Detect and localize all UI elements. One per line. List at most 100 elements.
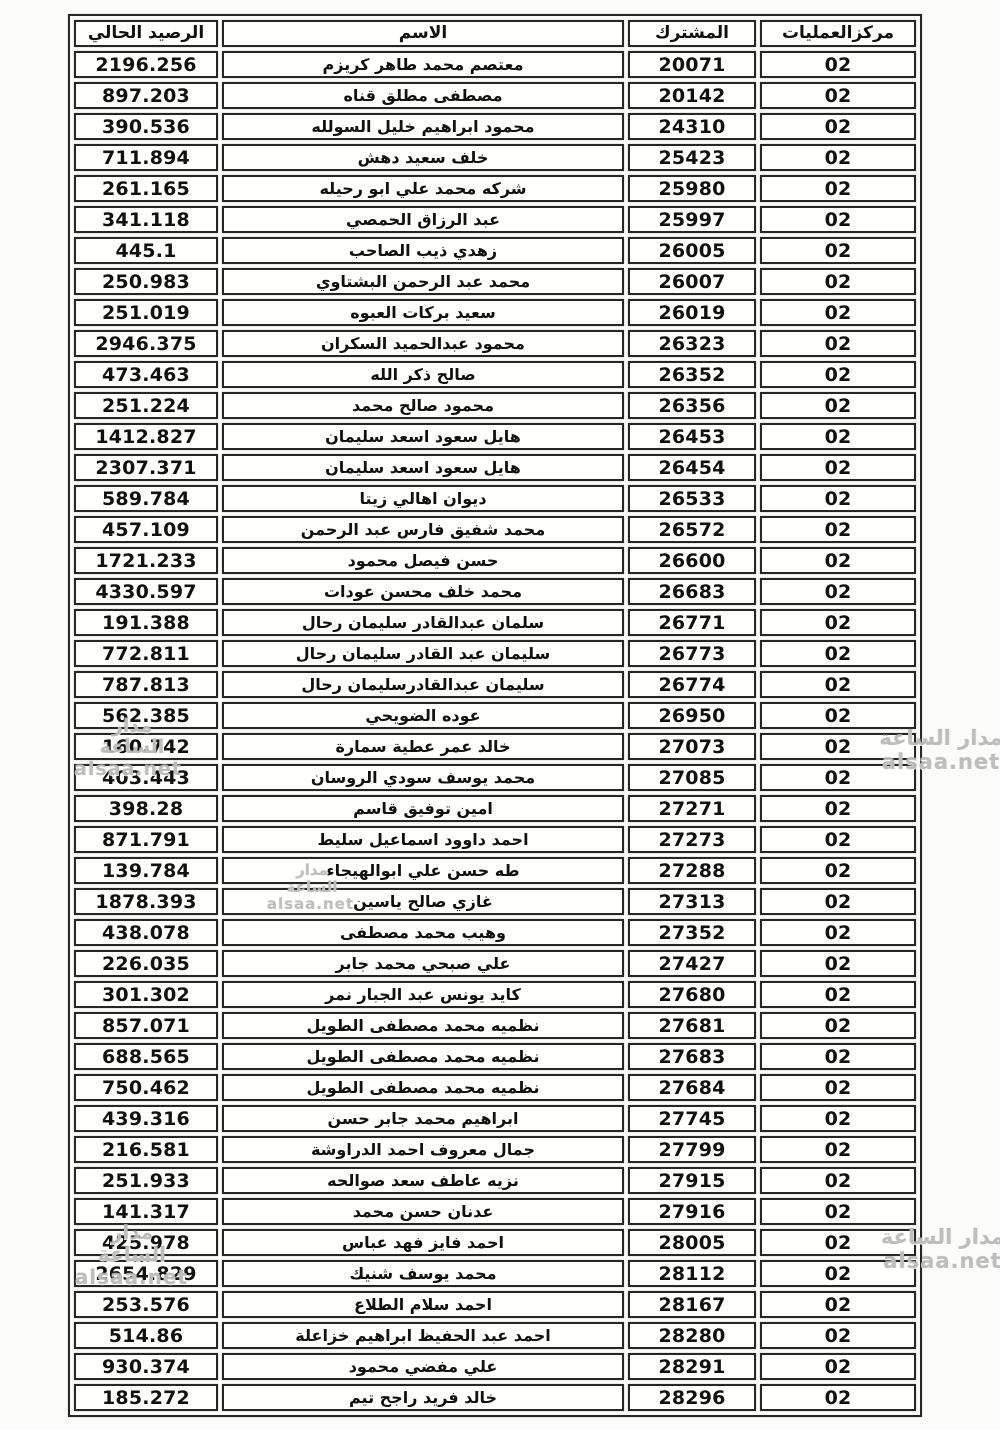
header-subscriber: المشترك [628,20,756,47]
name-cell: ابراهيم محمد جابر حسن [222,1105,624,1132]
balance-cell: 897.203 [74,82,218,109]
table-row: 02 27273 احمد داوود اسماعيل سليط 871.791 [74,826,916,853]
table-row: 02 26600 حسن فيصل محمود 1721.233 [74,547,916,574]
name-cell: سلمان عبدالقادر سليمان رحال [222,609,624,636]
header-name: الاسم [222,20,624,47]
ops-center-cell: 02 [760,609,916,636]
name-cell: صالح ذكر الله [222,361,624,388]
table-row: 02 26356 محمود صالح محمد 251.224 [74,392,916,419]
ops-center-cell: 02 [760,330,916,357]
ops-center-cell: 02 [760,82,916,109]
subscriber-cell: 26007 [628,268,756,295]
name-cell: احمد فايز فهد عباس [222,1229,624,1256]
table-row: 02 27684 نظميه محمد مصطفى الطويل 750.462 [74,1074,916,1101]
name-cell: علي صبحي محمد جابر [222,950,624,977]
balance-cell: 445.1 [74,237,218,264]
header-ops-center: مركزالعمليات [760,20,916,47]
table-row: 02 27427 علي صبحي محمد جابر 226.035 [74,950,916,977]
subscriber-cell: 24310 [628,113,756,140]
table-row: 02 27085 محمد يوسف سودي الروسان 403.443 [74,764,916,791]
balance-cell: 857.071 [74,1012,218,1039]
ops-center-cell: 02 [760,640,916,667]
balance-cell: 711.894 [74,144,218,171]
balance-cell: 930.374 [74,1353,218,1380]
table-row: 02 27916 عدنان حسن محمد 141.317 [74,1198,916,1225]
balance-cell: 301.302 [74,981,218,1008]
ops-center-cell: 02 [760,1198,916,1225]
name-cell: احمد عبد الحفيظ ابراهيم خزاعلة [222,1322,624,1349]
balance-cell: 425.978 [74,1229,218,1256]
name-cell: محمد خلف محسن عودات [222,578,624,605]
balance-cell: 341.118 [74,206,218,233]
balance-cell: 750.462 [74,1074,218,1101]
subscriber-cell: 26683 [628,578,756,605]
balance-cell: 2654.829 [74,1260,218,1287]
balance-cell: 398.28 [74,795,218,822]
subscriber-cell: 27916 [628,1198,756,1225]
subscriber-cell: 27684 [628,1074,756,1101]
subscriber-cell: 27683 [628,1043,756,1070]
name-cell: محمد شفيق فارس عبد الرحمن [222,516,624,543]
name-cell: هايل سعود اسعد سليمان [222,423,624,450]
subscriber-cell: 27313 [628,888,756,915]
subscriber-cell: 25997 [628,206,756,233]
name-cell: مصطفى مطلق قناه [222,82,624,109]
subscriber-cell: 26533 [628,485,756,512]
table-row: 02 26771 سلمان عبدالقادر سليمان رحال 191.38… [74,609,916,636]
table-row: 02 26773 سليمان عبد القادر سليمان رحال 772.… [74,640,916,667]
balance-cell: 141.317 [74,1198,218,1225]
name-cell: محمود صالح محمد [222,392,624,419]
subscriber-cell: 26005 [628,237,756,264]
name-cell: حسن فيصل محمود [222,547,624,574]
name-cell: احمد داوود اسماعيل سليط [222,826,624,853]
name-cell: سليمان عبدالقادرسليمان رحال [222,671,624,698]
balance-cell: 772.811 [74,640,218,667]
subscriber-cell: 26356 [628,392,756,419]
ops-center-cell: 02 [760,51,916,78]
name-cell: محمد يوسف شنيك [222,1260,624,1287]
subscriber-cell: 28280 [628,1322,756,1349]
ops-center-cell: 02 [760,950,916,977]
ops-center-cell: 02 [760,1260,916,1287]
ops-center-cell: 02 [760,1291,916,1318]
name-cell: طه حسن علي ابوالهيجاء [222,857,624,884]
name-cell: عبد الرزاق الحمصي [222,206,624,233]
name-cell: خالد فريد راجح تيم [222,1384,624,1411]
name-cell: نزيه عاطف سعد صوالحه [222,1167,624,1194]
subscriber-cell: 25980 [628,175,756,202]
balance-cell: 787.813 [74,671,218,698]
subscriber-cell: 27799 [628,1136,756,1163]
subscriber-cell: 27680 [628,981,756,1008]
table-row: 02 25980 شركه محمد علي ابو رحيله 261.165 [74,175,916,202]
ops-center-cell: 02 [760,671,916,698]
table-row: 02 27680 كايد يونس عبد الجبار نمر 301.302 [74,981,916,1008]
name-cell: محمود عبدالحميد السكران [222,330,624,357]
ops-center-cell: 02 [760,516,916,543]
table-row: 02 27799 جمال معروف احمد الدراوشة 216.581 [74,1136,916,1163]
ops-center-cell: 02 [760,857,916,884]
balance-cell: 439.316 [74,1105,218,1132]
table-row: 02 26352 صالح ذكر الله 473.463 [74,361,916,388]
ops-center-cell: 02 [760,578,916,605]
ops-center-cell: 02 [760,1043,916,1070]
balance-cell: 185.272 [74,1384,218,1411]
table-row: 02 26774 سليمان عبدالقادرسليمان رحال 787.81… [74,671,916,698]
ops-center-cell: 02 [760,1074,916,1101]
ops-center-cell: 02 [760,888,916,915]
balance-cell: 390.536 [74,113,218,140]
table-row: 02 28280 احمد عبد الحفيظ ابراهيم خزاعلة 514… [74,1322,916,1349]
name-cell: نظميه محمد مصطفى الطويل [222,1043,624,1070]
table-row: 02 25997 عبد الرزاق الحمصي 341.118 [74,206,916,233]
subscriber-cell: 26323 [628,330,756,357]
subscriber-cell: 28296 [628,1384,756,1411]
table-row: 02 27745 ابراهيم محمد جابر حسن 439.316 [74,1105,916,1132]
balance-cell: 251.224 [74,392,218,419]
ops-center-cell: 02 [760,299,916,326]
subscriber-cell: 27073 [628,733,756,760]
balance-cell: 251.933 [74,1167,218,1194]
table-row: 02 28291 علي مفضي محمود 930.374 [74,1353,916,1380]
ops-center-cell: 02 [760,1353,916,1380]
subscriber-cell: 26771 [628,609,756,636]
balance-cell: 2307.371 [74,454,218,481]
ops-center-cell: 02 [760,981,916,1008]
